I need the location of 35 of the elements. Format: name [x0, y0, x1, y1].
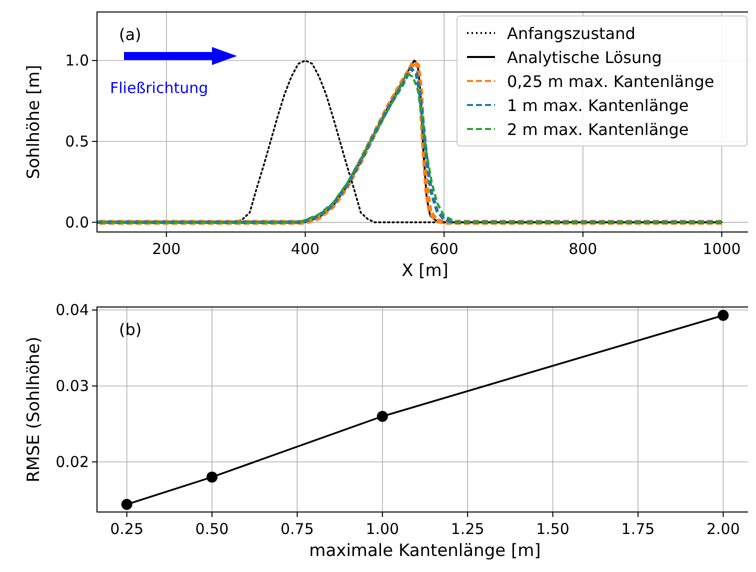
x-tick-label: 1.00 [366, 520, 400, 538]
y-tick-label: 0.0 [65, 213, 89, 232]
legend-label: 0,25 m max. Kantenlänge [507, 72, 714, 91]
y-tick-label: 0.02 [56, 452, 89, 471]
x-axis-title: maximale Kantenlänge [m] [309, 541, 541, 561]
x-tick-label: 1000 [702, 240, 741, 258]
y-tick-label: 1.0 [65, 52, 89, 70]
point [206, 472, 218, 483]
point [121, 498, 132, 510]
x-tick-label: 200 [152, 240, 181, 258]
x-tick-label: 0.25 [110, 520, 144, 538]
y-tick-label: 0.03 [56, 376, 89, 395]
x-tick-label: 400 [290, 240, 320, 258]
y-axis-title: Sohlhöhe [m] [24, 64, 44, 180]
annotation: Fließrichtung [110, 79, 208, 97]
y-axis-title: RMSE (Sohlhöhe) [24, 336, 44, 482]
legend-label: Anfangszustand [507, 24, 636, 43]
x-tick-label: 1.25 [450, 520, 484, 538]
point [718, 310, 729, 321]
annotation: (a) [119, 25, 142, 44]
annotation: (b) [119, 320, 142, 339]
x-tick-label: 800 [568, 240, 598, 258]
legend-label: 2 m max. Kantenlänge [507, 120, 689, 139]
y-tick-label: 0.04 [56, 301, 89, 320]
x-tick-label: 1.75 [621, 520, 655, 538]
legend-label: 1 m max. Kantenlänge [507, 96, 689, 115]
x-tick-label: 0.50 [195, 520, 229, 538]
point [376, 410, 388, 422]
x-tick-label: 0.75 [280, 520, 314, 538]
x-tick-label: 2.00 [706, 520, 740, 538]
x-axis-title: X [m] [402, 261, 448, 281]
x-tick-label: 600 [430, 240, 458, 258]
legend-label: Analytische Lösung [507, 48, 662, 67]
x-tick-label: 1.50 [536, 520, 570, 538]
y-tick-label: 0.5 [65, 132, 89, 150]
